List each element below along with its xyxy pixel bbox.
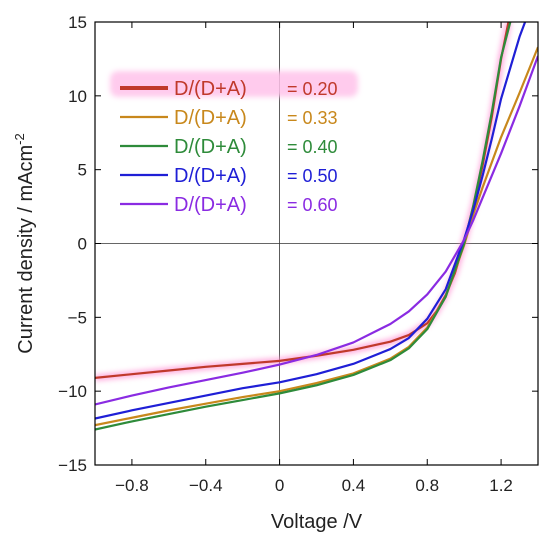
legend: D/(D+A) = 0.20 D/(D+A) = 0.33 D/(D+A) = 0.40 D… (110, 71, 358, 216)
legend-series-value-0: = 0.20 (287, 79, 338, 99)
y-tick-label: 10 (68, 87, 87, 106)
legend-series-value-3: = 0.50 (287, 166, 338, 186)
series-line-3 (95, 22, 527, 420)
y-axis-title-main: Current density / mAcm (15, 145, 37, 354)
x-tick-label: 0.4 (342, 476, 366, 495)
axis-ticks: −0.8 −0.4 0 0.4 0.8 1.2 −15 −10 −5 0 5 10 15 (58, 13, 538, 495)
y-tick-label: 0 (78, 235, 87, 254)
x-axis-title: Voltage /V (271, 511, 363, 533)
legend-series-value-1: = 0.33 (287, 108, 338, 128)
legend-series-name-3: D/(D+A) (174, 165, 247, 187)
legend-series-name-1: D/(D+A) (174, 107, 247, 129)
x-tick-label: 1.2 (489, 476, 513, 495)
legend-series-value-2: = 0.40 (287, 137, 338, 157)
series-layer (95, 22, 538, 431)
legend-series-name-2: D/(D+A) (174, 136, 247, 158)
x-tick-label: −0.4 (189, 476, 223, 495)
y-axis-title: Current density / mAcm-2 (12, 133, 37, 354)
x-tick-label: −0.8 (115, 476, 149, 495)
legend-series-name-0: D/(D+A) (174, 78, 247, 100)
y-axis-title-superscript: -2 (12, 133, 27, 145)
legend-series-name-4: D/(D+A) (174, 194, 247, 216)
x-tick-label: 0.8 (415, 476, 439, 495)
y-tick-label: −5 (68, 308, 87, 327)
y-tick-label: 15 (68, 13, 87, 32)
legend-series-value-4: = 0.60 (287, 195, 338, 215)
legend-highlight (110, 71, 358, 97)
x-tick-label: 0 (275, 476, 284, 495)
y-tick-label: −15 (58, 456, 87, 475)
series-line-2 (95, 22, 512, 431)
y-tick-label: 5 (78, 161, 87, 180)
series-line-4 (95, 55, 538, 406)
y-tick-label: −10 (58, 382, 87, 401)
